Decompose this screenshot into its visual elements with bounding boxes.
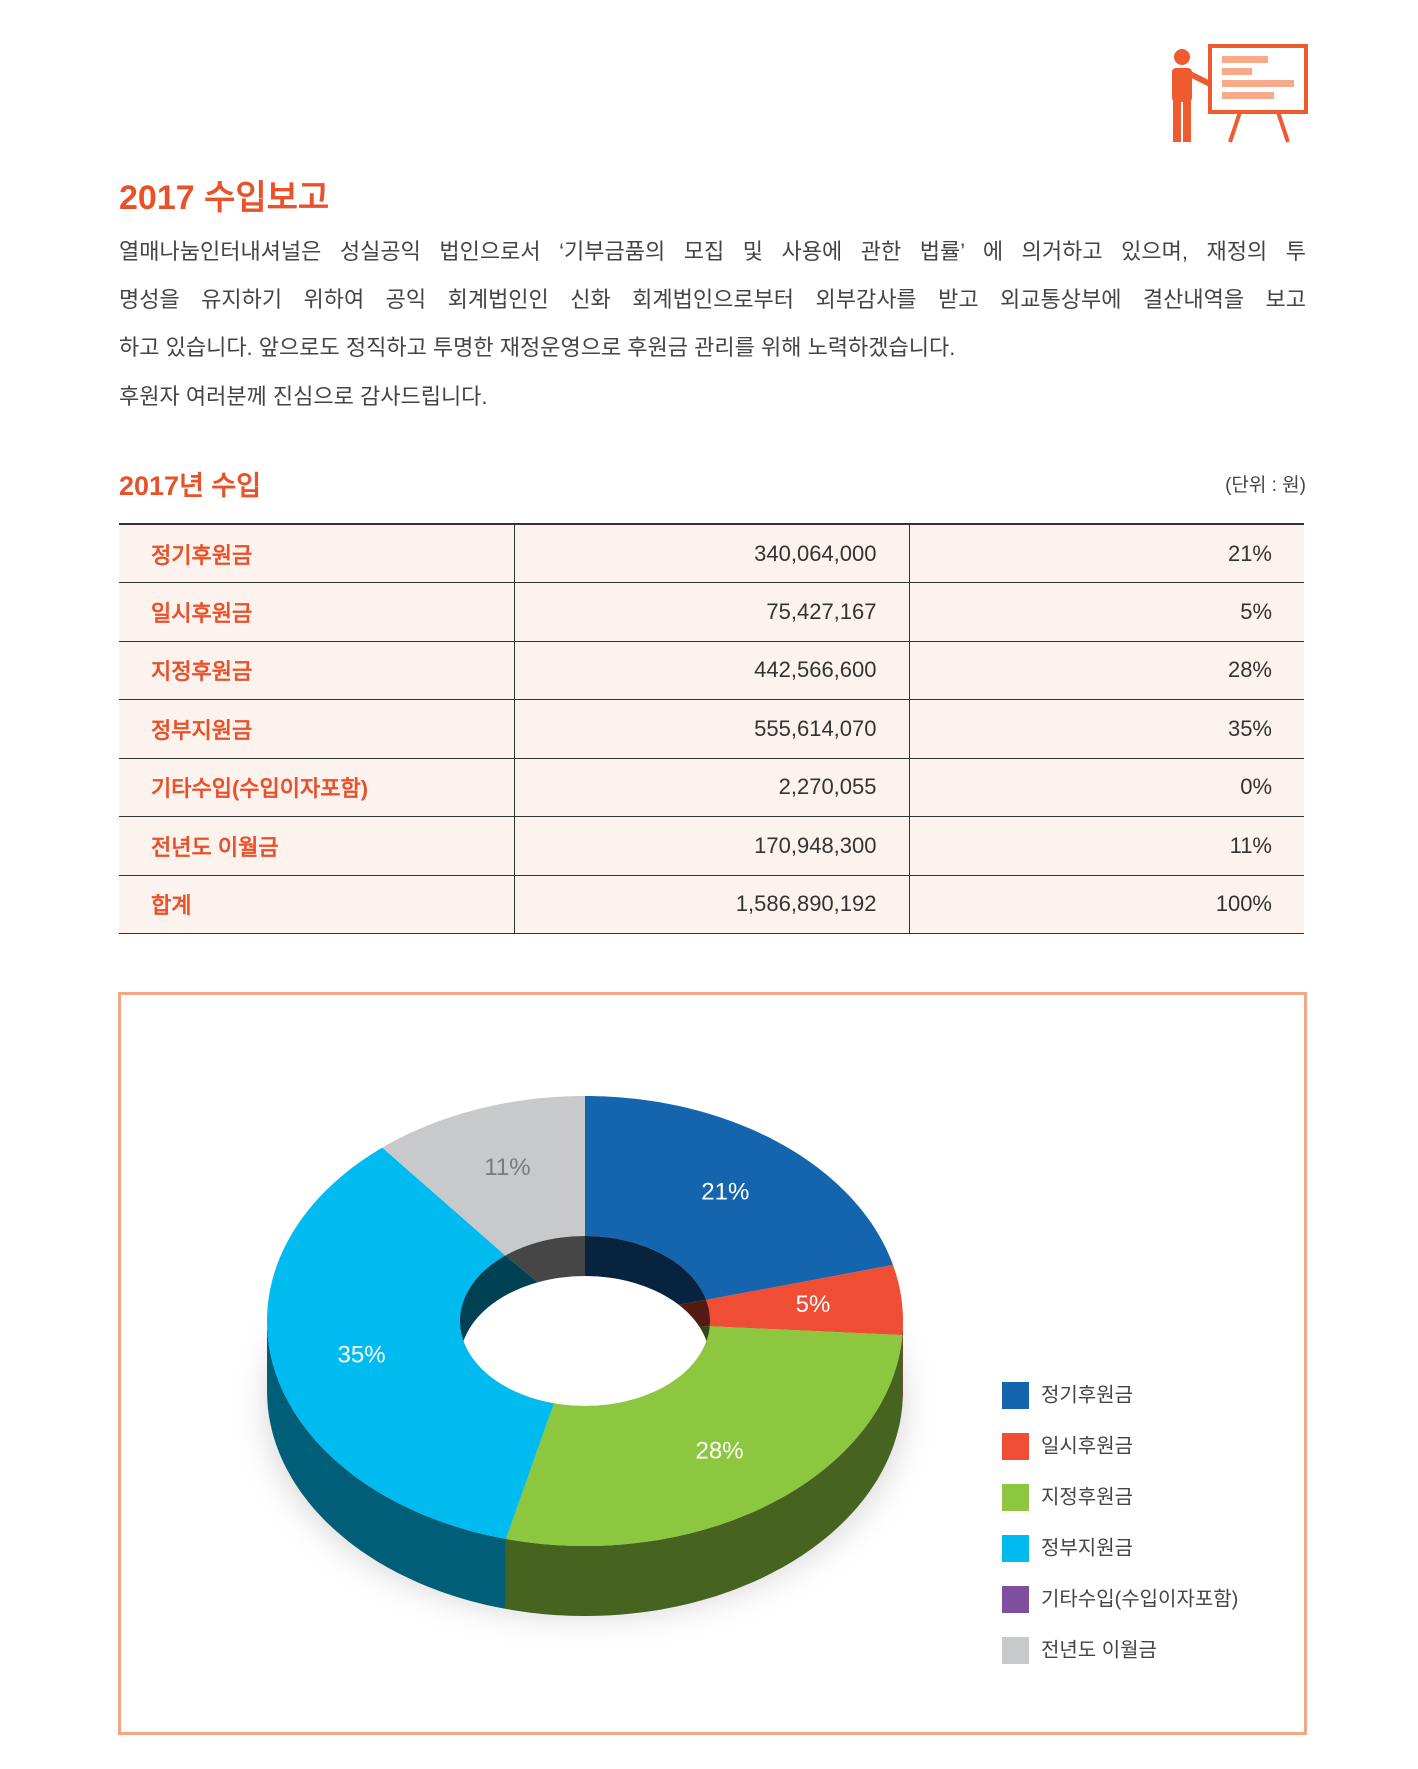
amount: 442,566,600 — [513, 641, 909, 700]
amount: 170,948,300 — [513, 816, 909, 876]
legend-swatch — [1002, 1433, 1029, 1460]
value-label: 21% — [701, 1178, 749, 1205]
slice — [585, 1096, 893, 1300]
percent: 0% — [908, 758, 1304, 817]
chart-frame — [118, 992, 1307, 1735]
slice — [505, 1326, 903, 1546]
legend-label: 기타수입(수입이자포함) — [1041, 1587, 1238, 1610]
percent: 100% — [908, 875, 1304, 934]
slice-side — [505, 1335, 903, 1616]
percent: 35% — [908, 699, 1304, 759]
intro-line: 후원자 여러분께 진심으로 감사드립니다. — [119, 384, 488, 409]
amount: 555,614,070 — [513, 699, 909, 759]
page-title: 2017 수입보고 — [119, 179, 330, 217]
slice-side — [902, 1321, 903, 1406]
table-row: 기타수입(수입이자포함) 2,270,055 0% — [119, 758, 1304, 817]
legend-swatch — [1002, 1637, 1029, 1664]
row-label: 정기후원금 — [119, 524, 514, 583]
presentation-icon — [1172, 44, 1308, 143]
legend-label: 지정후원금 — [1041, 1485, 1133, 1508]
intro-line: 명성을 유지하기 위하여 공익 회계법인인 신화 회계법인으로부터 외부감사를 … — [119, 287, 1306, 312]
legend-swatch — [1002, 1382, 1029, 1409]
amount: 340,064,000 — [513, 524, 909, 583]
slice-side — [267, 1321, 506, 1609]
percent: 5% — [908, 582, 1304, 642]
row-label: 지정후원금 — [119, 641, 514, 700]
slice — [706, 1265, 903, 1336]
legend-swatch — [1002, 1586, 1029, 1613]
row-label: 합계 — [119, 875, 514, 934]
legend-swatch — [1002, 1484, 1029, 1511]
legend-label: 정기후원금 — [1041, 1383, 1133, 1406]
slice — [267, 1147, 554, 1539]
intro-line: 열매나눔인터내셔널은 성실공익 법인으로서 ‘기부금품의 모집 및 사용에 관한… — [119, 239, 1306, 264]
legend-label: 전년도 이월금 — [1041, 1638, 1157, 1661]
legend-label: 일시후원금 — [1041, 1434, 1133, 1457]
amount: 1,586,890,192 — [513, 875, 909, 934]
table-row: 합계 1,586,890,192 100% — [119, 875, 1304, 934]
slice — [382, 1096, 585, 1256]
value-label: 35% — [338, 1342, 386, 1369]
amount: 75,427,167 — [513, 582, 909, 642]
intro-line: 하고 있습니다. 앞으로도 정직하고 투명한 재정운영으로 후원금 관리를 위해… — [119, 335, 956, 360]
legend-label: 정부지원금 — [1041, 1536, 1133, 1559]
value-label: 11% — [484, 1154, 530, 1181]
value-label: 5% — [796, 1291, 831, 1318]
table-row: 전년도 이월금 170,948,300 11% — [119, 816, 1304, 876]
row-label: 일시후원금 — [119, 582, 514, 642]
percent: 21% — [908, 524, 1304, 583]
amount: 2,270,055 — [513, 758, 909, 817]
row-label: 전년도 이월금 — [119, 816, 514, 876]
percent: 28% — [908, 641, 1304, 700]
row-label: 기타수입(수입이자포함) — [119, 758, 514, 817]
percent: 11% — [908, 816, 1304, 876]
table-row: 일시후원금 75,427,167 5% — [119, 582, 1304, 642]
row-label: 정부지원금 — [119, 699, 514, 759]
unit-note: (단위 : 원) — [1225, 475, 1306, 496]
table-row: 정기후원금 340,064,000 21% — [119, 524, 1304, 583]
income-table: 정기후원금 340,064,000 21% 일시후원금 75,427,167 5% 지정후원… — [119, 523, 1304, 934]
legend-swatch — [1002, 1535, 1029, 1562]
value-label: 28% — [696, 1437, 744, 1464]
table-row: 지정후원금 442,566,600 28% — [119, 641, 1304, 700]
table-title: 2017년 수입 — [119, 471, 262, 501]
table-row: 정부지원금 555,614,070 35% — [119, 699, 1304, 759]
